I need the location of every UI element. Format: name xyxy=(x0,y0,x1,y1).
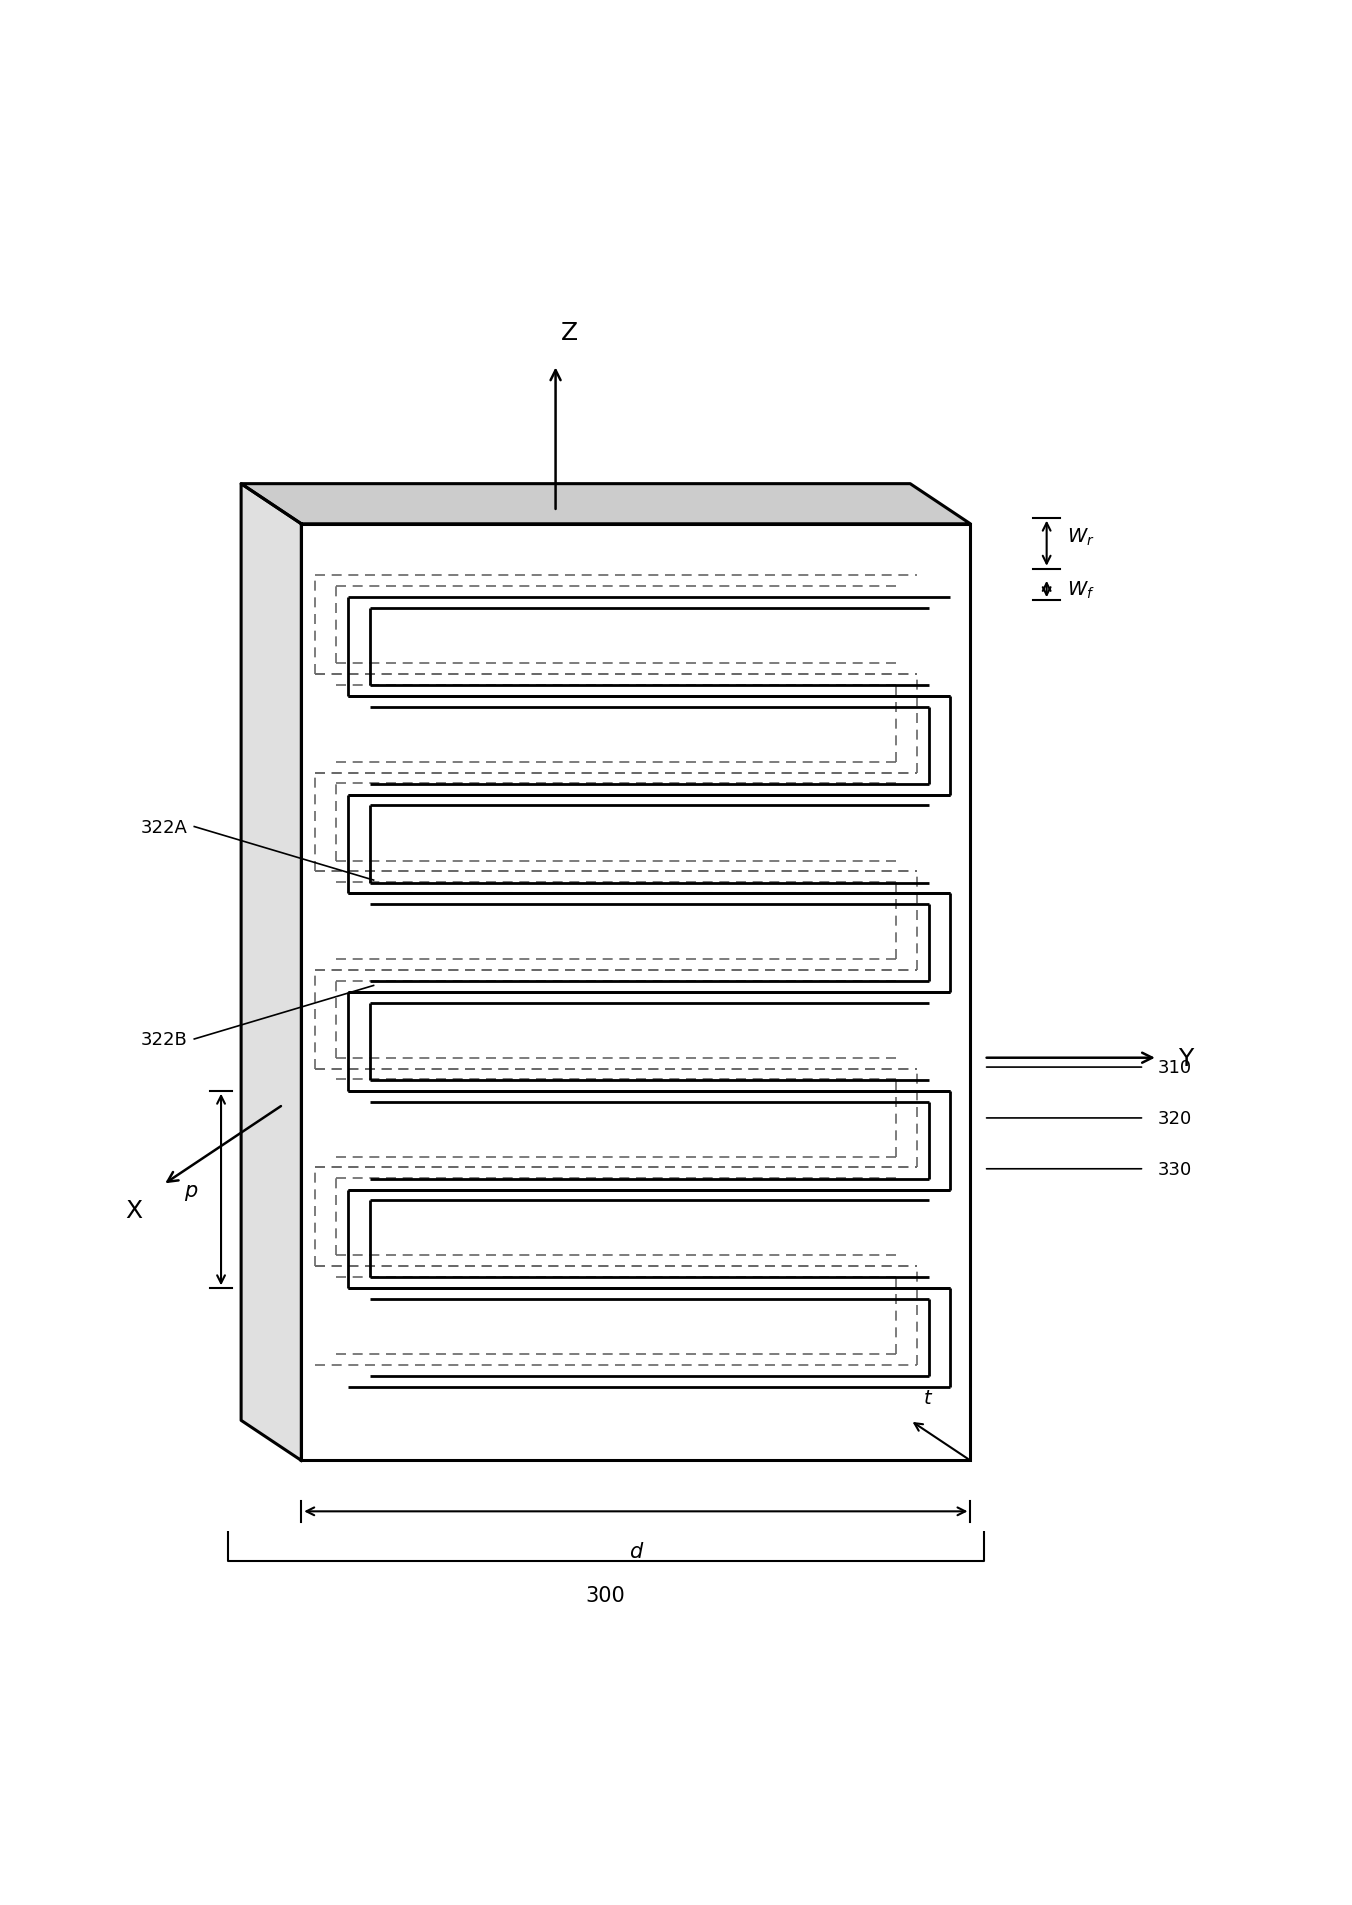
Text: d: d xyxy=(629,1541,642,1560)
Polygon shape xyxy=(241,484,301,1461)
Text: 310: 310 xyxy=(1157,1059,1192,1076)
Text: $W_f$: $W_f$ xyxy=(1067,579,1095,600)
Text: t: t xyxy=(923,1389,932,1408)
Text: Z: Z xyxy=(560,322,577,345)
Polygon shape xyxy=(241,484,971,524)
Text: 322B: 322B xyxy=(141,1031,188,1048)
Bar xyxy=(301,524,971,1461)
Text: 322A: 322A xyxy=(141,817,188,836)
Text: 320: 320 xyxy=(1157,1109,1192,1128)
Text: $W_r$: $W_r$ xyxy=(1067,526,1094,549)
Text: X: X xyxy=(126,1198,143,1223)
Text: 330: 330 xyxy=(1157,1160,1192,1177)
Text: 300: 300 xyxy=(585,1585,626,1606)
Text: Y: Y xyxy=(1178,1046,1192,1071)
Text: p: p xyxy=(184,1179,197,1200)
